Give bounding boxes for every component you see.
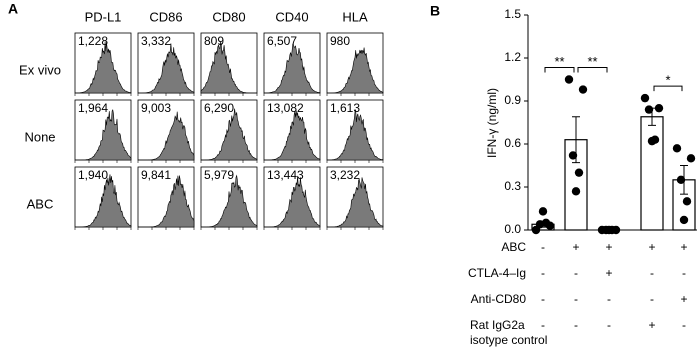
column-header: HLA [342,9,368,24]
condition-sign: - [541,292,545,306]
data-point [578,85,588,94]
significance-bracket [544,67,575,73]
condition-sign: - [650,292,654,306]
mfi-label: 3,332 [141,34,171,48]
mfi-label: 9,841 [141,168,171,182]
mfi-label: 13,443 [267,168,304,182]
data-point [541,218,551,228]
column-header: CD86 [149,9,182,24]
mfi-label: 980 [330,34,350,48]
condition-sign: - [607,292,611,306]
data-point [647,136,657,146]
condition-label: ABC [501,240,526,254]
histogram [201,108,258,161]
mfi-label: 1,964 [78,101,108,115]
data-point [644,105,654,114]
condition-label: Rat IgG2a [470,318,525,332]
mfi-label: 1,613 [330,101,360,115]
significance-label: ** [587,54,597,69]
histogram [75,109,132,161]
histogram [327,47,384,94]
histogram [264,110,321,161]
histogram [138,175,195,228]
condition-sign: - [574,266,578,280]
data-point [604,225,614,235]
data-point [676,175,686,185]
row-label: None [24,129,55,144]
histogram [75,41,132,94]
mfi-label: 3,232 [330,168,360,182]
condition-sign: - [541,318,545,332]
column-header: PD-L1 [85,9,122,24]
histogram [327,109,384,161]
y-axis-label: IFN-γ (ng/ml) [485,88,499,158]
y-tick-label: 0.0 [504,222,521,236]
significance-label: ** [554,54,564,69]
data-point [682,197,692,206]
mfi-label: 9,003 [141,101,171,115]
data-point [564,75,574,84]
condition-label: CTLA-4–Ig [468,266,526,280]
histogram [138,111,195,161]
mfi-label: 13,082 [267,101,304,115]
data-point [686,154,696,163]
significance-bracket [577,67,608,73]
condition-sign: - [607,318,611,332]
condition-sign: + [572,240,579,254]
y-tick-label: 0.6 [504,136,521,150]
y-tick-label: 1.5 [504,7,521,21]
data-point [640,93,650,103]
condition-sign: - [541,240,545,254]
histogram [201,174,258,228]
condition-sign: - [682,318,686,332]
condition-label: Anti-CD80 [471,292,527,306]
mfi-label: 5,979 [204,168,234,182]
data-point [571,187,581,196]
condition-sign: + [648,240,655,254]
bar [640,116,664,231]
data-point [574,168,584,177]
condition-sign: - [574,318,578,332]
histogram [75,174,132,228]
data-point [679,215,689,225]
column-header: CD80 [212,9,245,24]
condition-sign: + [680,292,687,306]
row-label: ABC [27,196,54,211]
y-tick-label: 0.3 [504,179,521,193]
condition-sign: - [650,266,654,280]
condition-sign: - [682,266,686,280]
mfi-label: 1,228 [78,34,108,48]
histogram [138,43,195,94]
significance-bracket [653,85,683,92]
data-point [538,207,548,216]
significance-label: * [665,73,670,88]
column-header: CD40 [275,9,308,24]
histogram [264,175,321,228]
condition-sign: + [605,240,612,254]
condition-sign: + [680,240,687,254]
condition-sign: - [541,266,545,280]
row-label: Ex vivo [19,62,61,77]
y-tick-label: 0.9 [504,93,521,107]
condition-sign: + [648,318,655,332]
data-point [654,103,664,113]
mfi-label: 6,290 [204,101,234,115]
condition-sign: - [574,292,578,306]
panel-label: B [430,3,440,19]
mfi-label: 1,940 [78,168,108,182]
mfi-label: 6,507 [267,34,297,48]
condition-sign: + [605,266,612,280]
condition-label: isotype control [470,333,547,347]
y-tick-label: 1.2 [504,50,521,64]
histogram [200,41,257,94]
histogram [264,43,321,94]
data-point [672,144,682,153]
panel-label: A [8,1,18,17]
histogram [327,177,384,228]
data-point [568,151,578,160]
mfi-label: 809 [204,34,224,48]
